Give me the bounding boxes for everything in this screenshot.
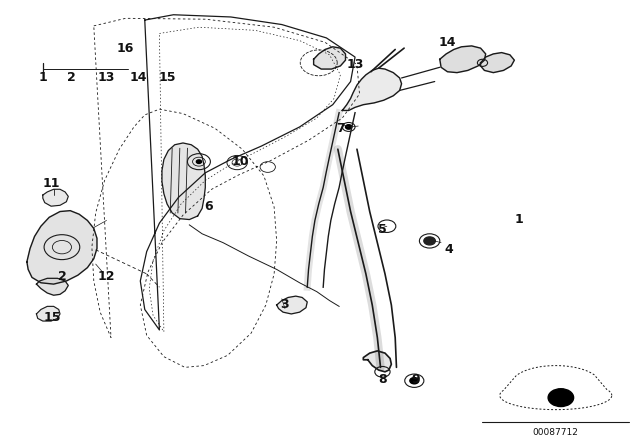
Text: 15: 15 <box>158 72 176 85</box>
Text: 16: 16 <box>117 42 134 55</box>
Circle shape <box>346 125 352 129</box>
Text: 8: 8 <box>378 373 387 386</box>
Text: 5: 5 <box>378 223 387 236</box>
Text: 15: 15 <box>44 311 61 324</box>
Text: 11: 11 <box>42 177 60 190</box>
Polygon shape <box>342 68 401 111</box>
Text: 12: 12 <box>98 270 115 283</box>
Polygon shape <box>162 143 205 220</box>
Polygon shape <box>43 189 68 206</box>
Polygon shape <box>36 278 68 295</box>
Polygon shape <box>36 306 60 321</box>
Circle shape <box>548 389 573 406</box>
Text: 14: 14 <box>130 72 147 85</box>
Circle shape <box>410 378 419 384</box>
Polygon shape <box>364 351 392 372</box>
Text: 10: 10 <box>232 155 249 168</box>
Text: 2: 2 <box>67 72 76 85</box>
Text: 1: 1 <box>515 213 523 226</box>
Text: 3: 3 <box>281 297 289 310</box>
Polygon shape <box>314 47 346 69</box>
Text: 00087712: 00087712 <box>533 428 579 437</box>
Text: 9: 9 <box>412 373 420 386</box>
Text: 14: 14 <box>438 36 456 49</box>
Circle shape <box>196 160 202 164</box>
Text: 7: 7 <box>336 122 345 135</box>
Text: 13: 13 <box>346 58 364 71</box>
Text: 13: 13 <box>98 72 115 85</box>
Text: 4: 4 <box>444 243 453 256</box>
Polygon shape <box>27 211 97 284</box>
Polygon shape <box>440 46 486 73</box>
Circle shape <box>424 237 435 245</box>
Polygon shape <box>481 52 515 73</box>
Text: 2: 2 <box>58 270 67 283</box>
Polygon shape <box>276 296 307 314</box>
Text: 1: 1 <box>38 72 47 85</box>
Text: 6: 6 <box>204 200 212 213</box>
